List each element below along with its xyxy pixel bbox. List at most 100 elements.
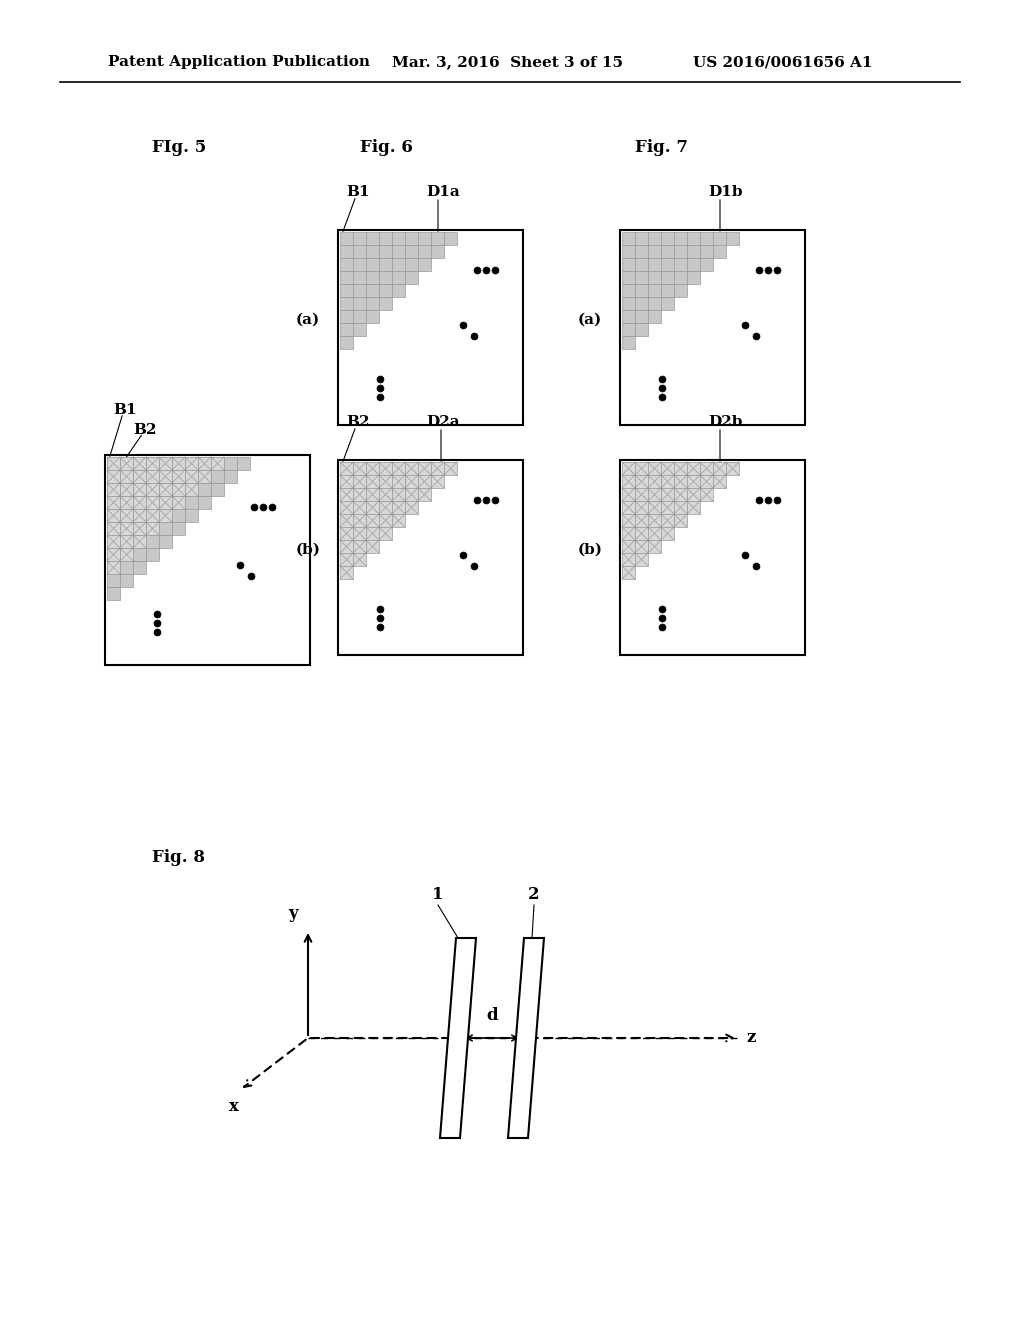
Bar: [418, 257, 431, 271]
Bar: [353, 527, 366, 540]
Bar: [340, 553, 353, 566]
Bar: [353, 232, 366, 246]
Bar: [406, 502, 418, 513]
Bar: [133, 510, 146, 521]
Text: Fig. 6: Fig. 6: [360, 140, 413, 157]
Bar: [340, 297, 353, 310]
Bar: [120, 457, 133, 470]
Bar: [172, 510, 185, 521]
Bar: [106, 587, 120, 601]
Text: B1: B1: [346, 185, 370, 199]
Bar: [620, 230, 805, 425]
Bar: [431, 232, 444, 246]
Bar: [146, 521, 159, 535]
Bar: [146, 548, 159, 561]
Bar: [366, 488, 379, 502]
Bar: [146, 510, 159, 521]
Bar: [159, 510, 172, 521]
Bar: [674, 513, 687, 527]
Bar: [120, 561, 133, 574]
Bar: [379, 271, 392, 284]
Text: Fig. 7: Fig. 7: [635, 140, 688, 157]
Bar: [713, 232, 726, 246]
Bar: [622, 462, 635, 475]
Bar: [146, 457, 159, 470]
Bar: [366, 513, 379, 527]
Bar: [379, 527, 392, 540]
Bar: [635, 297, 648, 310]
Bar: [172, 496, 185, 510]
Bar: [635, 502, 648, 513]
Bar: [366, 310, 379, 323]
Bar: [172, 457, 185, 470]
Bar: [172, 470, 185, 483]
Bar: [133, 496, 146, 510]
Bar: [687, 257, 700, 271]
Bar: [211, 483, 224, 496]
Bar: [674, 475, 687, 488]
Bar: [224, 470, 237, 483]
Bar: [622, 527, 635, 540]
Bar: [406, 232, 418, 246]
Bar: [648, 540, 662, 553]
Bar: [106, 470, 120, 483]
Bar: [726, 232, 739, 246]
Bar: [418, 462, 431, 475]
Bar: [674, 257, 687, 271]
Bar: [340, 488, 353, 502]
Bar: [635, 257, 648, 271]
Bar: [224, 457, 237, 470]
Bar: [366, 271, 379, 284]
Bar: [353, 310, 366, 323]
Bar: [133, 535, 146, 548]
Bar: [146, 496, 159, 510]
Bar: [620, 459, 805, 655]
Bar: [340, 513, 353, 527]
Bar: [198, 496, 211, 510]
Bar: [622, 337, 635, 348]
Bar: [146, 535, 159, 548]
Bar: [353, 323, 366, 337]
Bar: [159, 483, 172, 496]
Text: 1: 1: [432, 886, 443, 903]
Bar: [622, 297, 635, 310]
Bar: [674, 284, 687, 297]
Bar: [198, 457, 211, 470]
Bar: [406, 271, 418, 284]
Bar: [379, 246, 392, 257]
Bar: [340, 232, 353, 246]
Bar: [353, 257, 366, 271]
Bar: [662, 232, 674, 246]
Bar: [366, 502, 379, 513]
Bar: [674, 232, 687, 246]
Bar: [392, 475, 406, 488]
Bar: [146, 483, 159, 496]
Polygon shape: [508, 939, 544, 1138]
Bar: [185, 483, 198, 496]
Bar: [662, 297, 674, 310]
Bar: [106, 561, 120, 574]
Bar: [406, 488, 418, 502]
Text: (a): (a): [578, 313, 602, 327]
Bar: [106, 548, 120, 561]
Bar: [392, 462, 406, 475]
Bar: [366, 246, 379, 257]
Bar: [622, 488, 635, 502]
Bar: [662, 284, 674, 297]
Bar: [172, 470, 185, 483]
Bar: [211, 457, 224, 470]
Bar: [366, 257, 379, 271]
Bar: [622, 566, 635, 579]
Bar: [353, 502, 366, 513]
Bar: [674, 462, 687, 475]
Bar: [133, 521, 146, 535]
Text: D2b: D2b: [708, 414, 742, 429]
Bar: [146, 470, 159, 483]
Bar: [340, 475, 353, 488]
Bar: [635, 488, 648, 502]
Bar: [379, 462, 392, 475]
Bar: [687, 271, 700, 284]
Bar: [159, 483, 172, 496]
Bar: [106, 457, 120, 470]
Bar: [353, 271, 366, 284]
